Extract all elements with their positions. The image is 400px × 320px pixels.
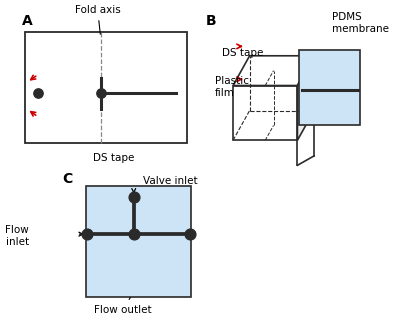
Text: Plastic
film: Plastic film — [215, 76, 249, 98]
Bar — [86, 186, 191, 297]
Point — [130, 194, 137, 199]
Polygon shape — [233, 85, 298, 140]
Polygon shape — [233, 56, 314, 85]
Point — [186, 232, 193, 237]
Bar — [299, 50, 360, 124]
Bar — [25, 32, 187, 143]
Point — [130, 232, 137, 237]
Text: PDMS
membrane: PDMS membrane — [332, 12, 389, 34]
Point — [84, 232, 90, 237]
Text: Valve inlet: Valve inlet — [143, 176, 198, 186]
Text: C: C — [62, 172, 72, 186]
Text: Fold axis: Fold axis — [75, 5, 120, 34]
Text: Flow
inlet: Flow inlet — [5, 225, 29, 247]
Text: Flow outlet: Flow outlet — [94, 298, 152, 315]
Text: DS tape: DS tape — [93, 153, 134, 163]
Text: DS tape: DS tape — [222, 48, 263, 58]
Text: B: B — [206, 13, 216, 28]
Point — [35, 91, 41, 96]
Polygon shape — [298, 56, 314, 140]
Point — [98, 91, 104, 96]
Text: A: A — [22, 13, 32, 28]
